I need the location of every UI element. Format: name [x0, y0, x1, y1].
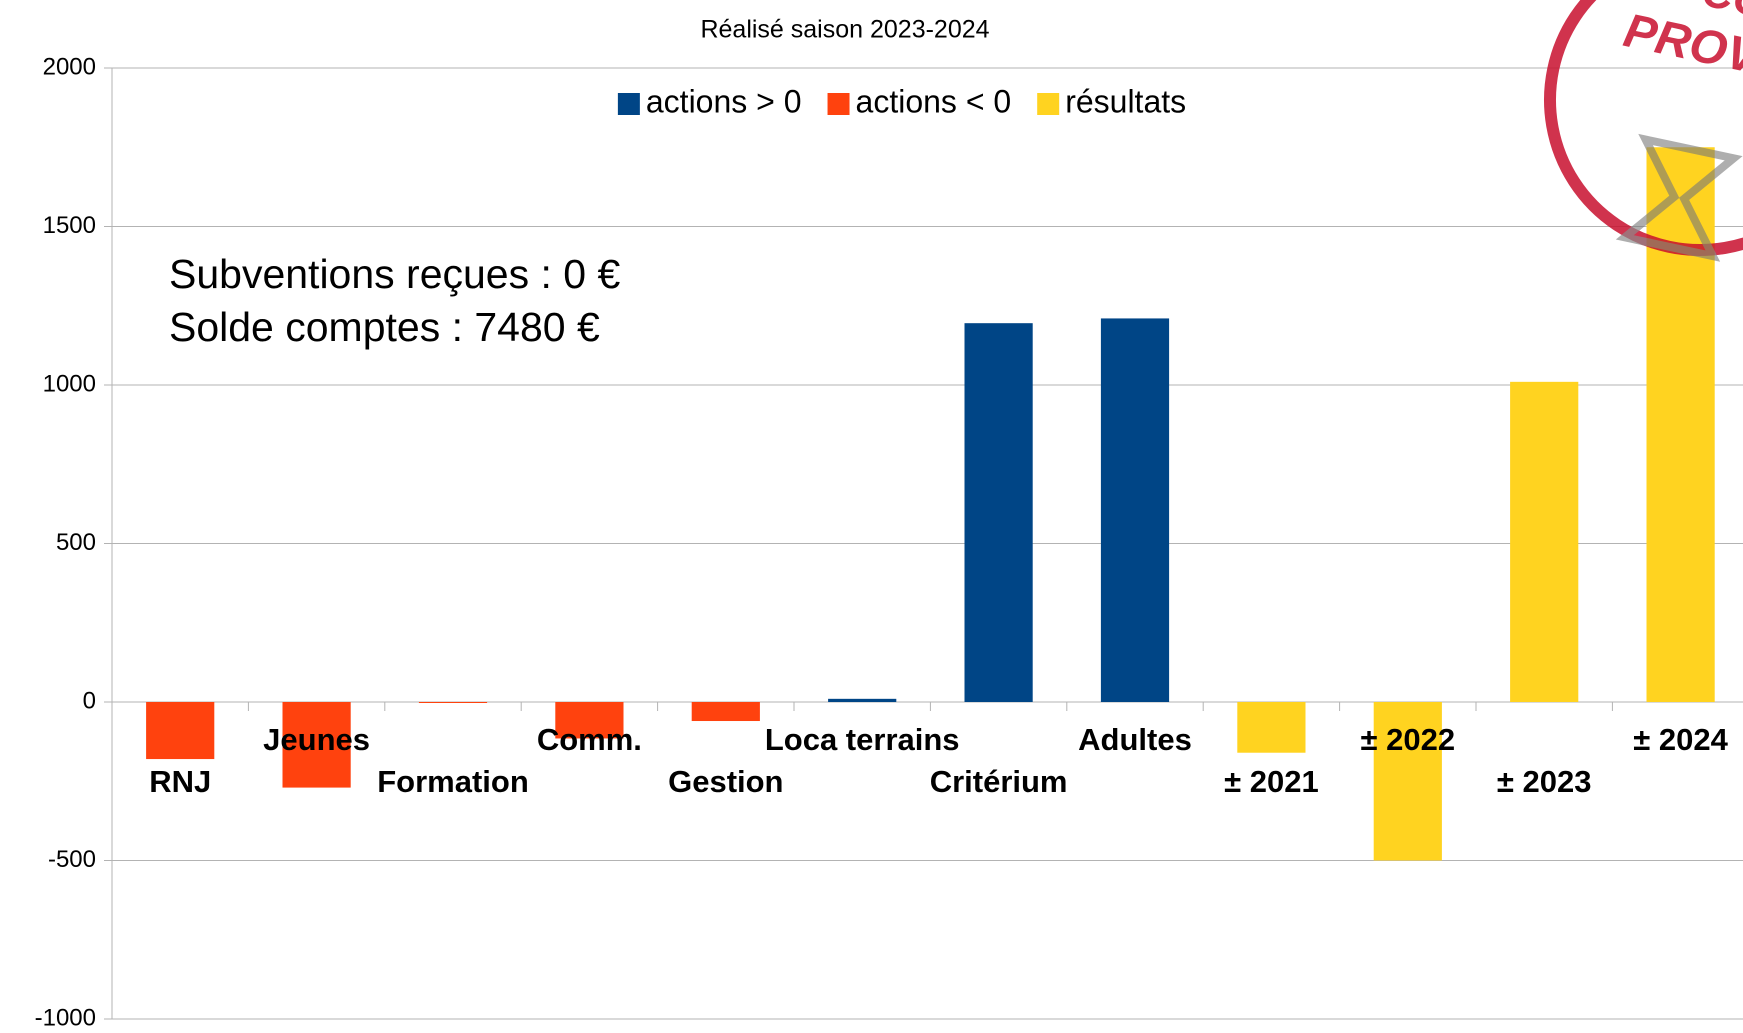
x-tick-label: RNJ [149, 764, 211, 799]
legend: actions > 0 actions < 0 résultats [617, 83, 1186, 119]
y-tick-label: 500 [56, 529, 96, 556]
bar [1373, 702, 1442, 861]
x-tick-label: Loca terrains [765, 722, 960, 757]
legend-label: actions > 0 [646, 83, 802, 119]
stamp-hourglass [1615, 133, 1743, 262]
y-tick-label: -500 [48, 846, 96, 873]
bar [418, 702, 488, 703]
x-tick-label: Critérium [930, 764, 1068, 799]
chart-title: Réalisé saison 2023-2024 [700, 16, 989, 44]
bar [1237, 702, 1306, 753]
bar [828, 698, 897, 702]
y-tick-label: 1500 [43, 212, 96, 239]
x-tick-label: ± 2021 [1224, 764, 1319, 799]
x-tick-label: Formation [377, 764, 529, 799]
stamp: COPROVIS [1544, 0, 1743, 262]
legend-label: résultats [1065, 83, 1186, 119]
x-tick-label: ± 2024 [1633, 722, 1728, 757]
x-tick-label: Jeunes [263, 722, 370, 757]
x-tick-label: Adultes [1078, 722, 1192, 757]
y-tick-label: -1000 [35, 1004, 96, 1031]
legend-label: actions < 0 [856, 83, 1012, 119]
legend-swatch [827, 93, 850, 115]
y-tick-label: 1000 [43, 370, 96, 397]
annotation: Solde comptes : 7480 € [169, 304, 600, 350]
x-tick-label: Gestion [668, 764, 783, 799]
y-tick-label: 0 [83, 687, 96, 714]
bar [1646, 147, 1715, 702]
bar [691, 702, 760, 722]
bar [964, 323, 1033, 702]
bar [555, 702, 624, 739]
bar [146, 702, 215, 760]
x-tick-label: Comm. [537, 722, 642, 757]
bar [282, 702, 351, 788]
legend-swatch [617, 93, 640, 115]
bar [1510, 381, 1579, 702]
annotation: Subventions reçues : 0 € [169, 251, 620, 297]
bar [1100, 318, 1170, 702]
y-tick-label: 2000 [43, 53, 96, 80]
legend-swatch [1037, 93, 1060, 115]
x-tick-label: ± 2023 [1497, 764, 1592, 799]
x-tick-label: ± 2022 [1361, 722, 1456, 757]
